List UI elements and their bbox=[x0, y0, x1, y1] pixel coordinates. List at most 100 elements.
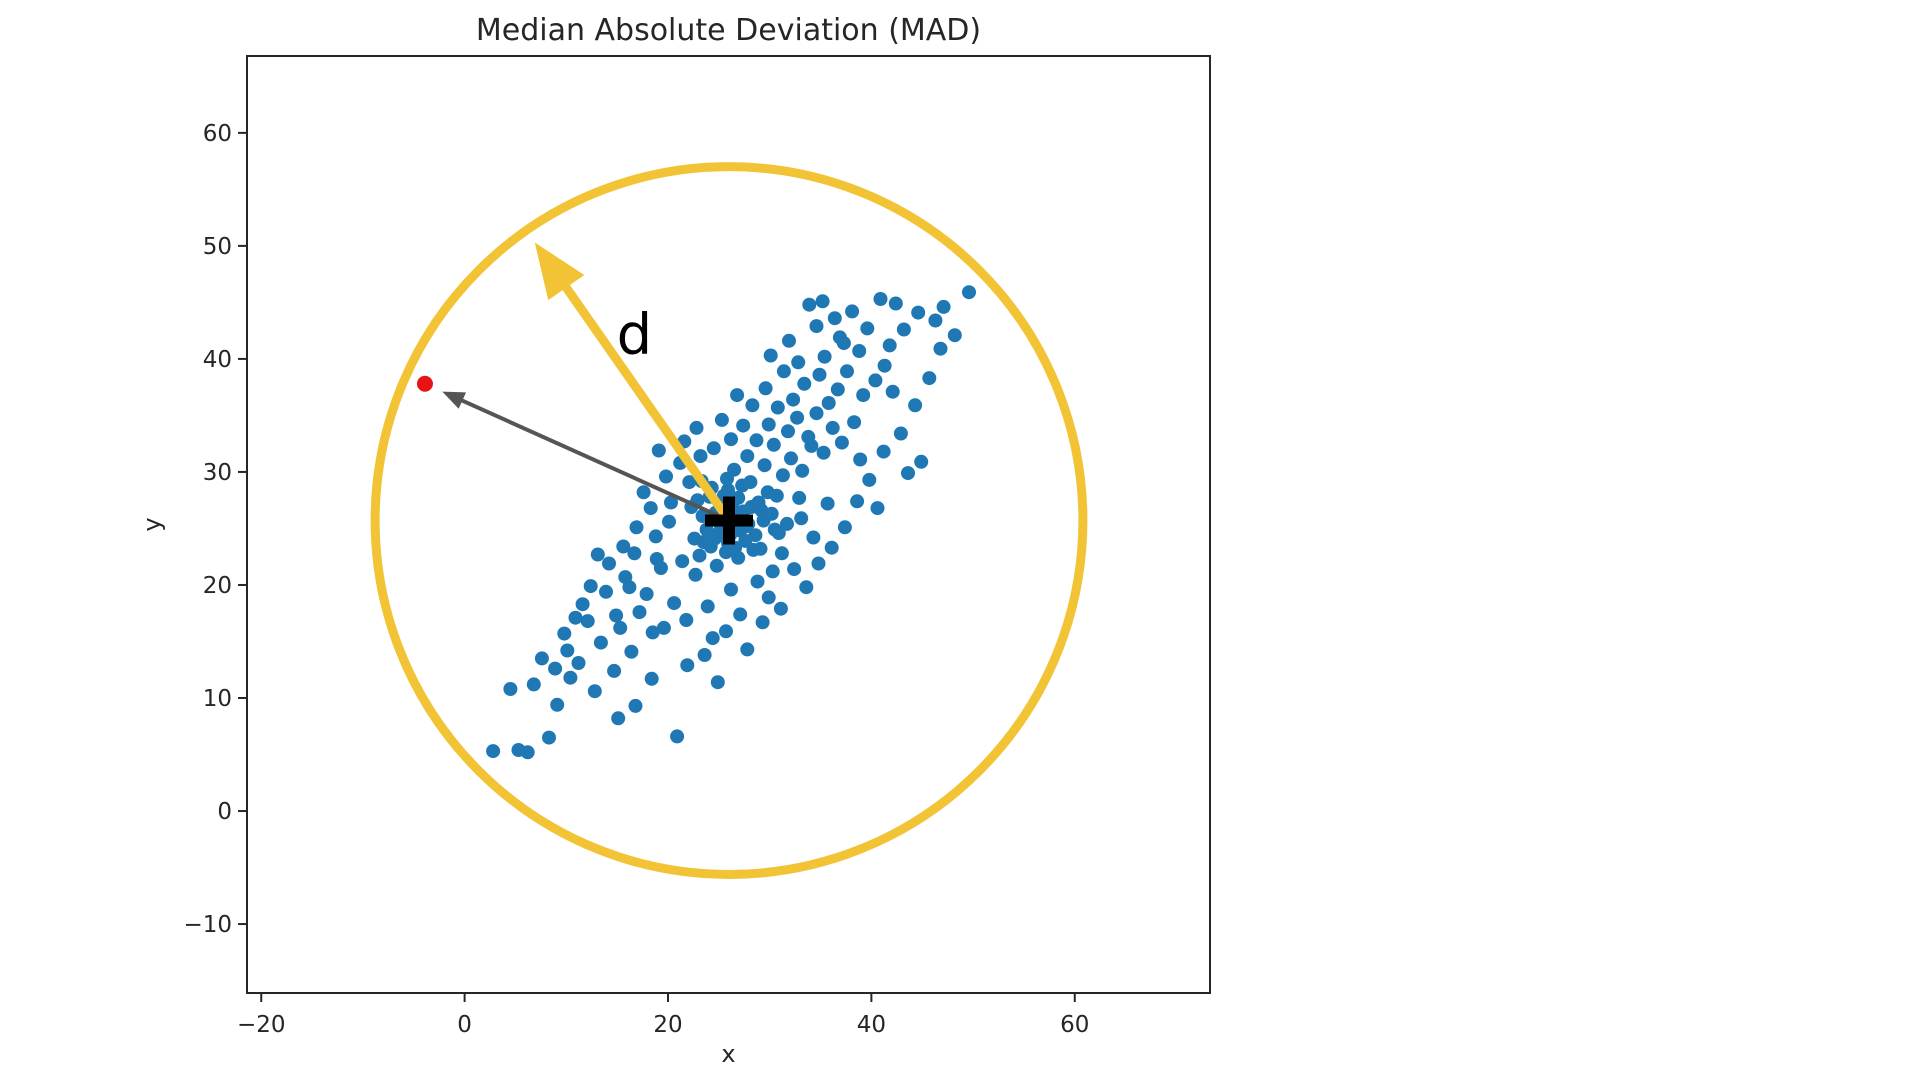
scatter-point bbox=[791, 355, 806, 370]
scatter-point bbox=[648, 529, 663, 544]
plot-title: Median Absolute Deviation (MAD) bbox=[476, 13, 981, 48]
scatter-point bbox=[563, 670, 578, 685]
scatter-point bbox=[773, 601, 788, 616]
scatter-point bbox=[853, 452, 868, 467]
scatter-point bbox=[816, 445, 831, 460]
scatter-point bbox=[893, 426, 908, 441]
scatter-point bbox=[758, 381, 773, 396]
scatter-point bbox=[664, 495, 678, 510]
scatter-point bbox=[703, 539, 718, 554]
scatter-point bbox=[590, 547, 605, 562]
scatter-point bbox=[765, 564, 780, 579]
scatter-point bbox=[733, 607, 748, 622]
mad-radius-arrow-head bbox=[534, 242, 585, 301]
scatter-point bbox=[503, 682, 518, 696]
scatter-point bbox=[811, 556, 826, 571]
scatter-point bbox=[914, 454, 929, 469]
x-tick-label: 0 bbox=[457, 1012, 472, 1038]
scatter-point bbox=[845, 304, 860, 319]
scatter-point bbox=[888, 296, 903, 311]
scatter-point bbox=[745, 398, 760, 413]
y-tick-label: 10 bbox=[203, 686, 232, 712]
scatter-point bbox=[827, 311, 842, 326]
x-axis-label: x bbox=[721, 1040, 735, 1068]
scatter-point bbox=[643, 501, 658, 516]
scatter-point bbox=[613, 620, 628, 635]
scatter-point bbox=[628, 698, 643, 713]
scatter-point bbox=[775, 468, 790, 483]
outlier-distance-arrow-shaft bbox=[459, 397, 730, 523]
scatter-point bbox=[836, 336, 851, 351]
scatter-point bbox=[876, 444, 891, 459]
scatter-point bbox=[766, 437, 781, 452]
scatter-point bbox=[820, 496, 835, 511]
scatter-point bbox=[575, 597, 590, 612]
scatter-point bbox=[748, 528, 763, 543]
scatter-point bbox=[792, 490, 807, 505]
scatter-point bbox=[622, 580, 637, 595]
scatter-point bbox=[636, 485, 651, 500]
scatter-point bbox=[700, 599, 715, 614]
scatter-point bbox=[511, 743, 526, 757]
scatter-point bbox=[936, 299, 951, 314]
scatter-point bbox=[774, 546, 789, 561]
scatter-point bbox=[557, 626, 572, 641]
scatter-point bbox=[812, 367, 827, 382]
scatter-point bbox=[873, 292, 888, 306]
scatter-point bbox=[806, 530, 821, 545]
scatter-point bbox=[602, 556, 616, 571]
scatter-point bbox=[790, 410, 805, 425]
scatter-point bbox=[962, 285, 976, 300]
scatter-point bbox=[568, 610, 583, 625]
scatter-point bbox=[771, 526, 786, 540]
scatter-point bbox=[724, 432, 738, 447]
scatter-point bbox=[609, 608, 624, 623]
x-tick-label: 60 bbox=[1060, 1012, 1089, 1038]
scatter-point bbox=[769, 488, 784, 503]
scatter-point bbox=[860, 321, 875, 336]
scatter-point bbox=[710, 675, 725, 690]
scatter-point bbox=[799, 580, 814, 595]
scatter-point bbox=[580, 614, 595, 629]
y-tick-label: 50 bbox=[203, 234, 232, 260]
scatter-point bbox=[933, 341, 948, 356]
scatter-point bbox=[662, 514, 676, 529]
scatter-point bbox=[755, 615, 770, 630]
scatter-point bbox=[667, 596, 682, 611]
scatter-point bbox=[896, 322, 911, 337]
y-tick-label: −10 bbox=[183, 912, 232, 938]
scatter-point bbox=[862, 472, 877, 487]
scatter-point bbox=[571, 656, 586, 670]
scatter-point bbox=[753, 541, 768, 556]
scatter-point bbox=[740, 642, 755, 657]
scatter-point bbox=[679, 613, 694, 627]
scatter-point bbox=[486, 744, 501, 759]
scatter-point bbox=[730, 388, 745, 403]
scatter-point bbox=[705, 631, 720, 646]
scatter-point bbox=[856, 388, 871, 403]
y-tick-label: 60 bbox=[203, 121, 232, 147]
scatter-point bbox=[709, 558, 724, 573]
scatter-point bbox=[649, 552, 664, 566]
scatter-point bbox=[750, 574, 765, 589]
median-cross-marker bbox=[705, 496, 754, 545]
scatter-point bbox=[847, 415, 862, 430]
scatter-point bbox=[837, 520, 852, 535]
scatter-point bbox=[797, 376, 812, 391]
scatter-point bbox=[542, 730, 556, 745]
scatter-point bbox=[736, 418, 751, 433]
y-tick-label: 0 bbox=[217, 799, 232, 825]
scatter-point bbox=[825, 420, 840, 435]
y-axis-label: y bbox=[138, 517, 166, 531]
scatter-point bbox=[689, 420, 704, 435]
scatter-point bbox=[908, 398, 923, 413]
scatter-point bbox=[560, 643, 575, 658]
scatter-point bbox=[834, 435, 849, 450]
scatter-point bbox=[656, 620, 671, 635]
outlier-point bbox=[416, 375, 433, 392]
scatter-point bbox=[928, 313, 943, 328]
scatter-point bbox=[751, 495, 766, 510]
scatter-point bbox=[901, 466, 915, 481]
